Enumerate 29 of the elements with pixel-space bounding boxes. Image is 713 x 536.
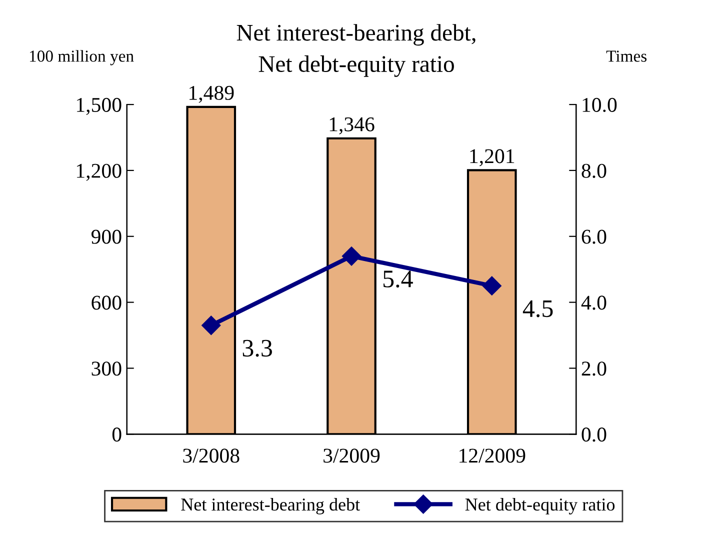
x-tick-label: 3/2008 bbox=[183, 448, 240, 463]
data-label: 4.5 bbox=[522, 300, 553, 318]
y2-tick-label: 2.0 bbox=[582, 362, 606, 376]
y2-axis-title: Times bbox=[606, 50, 647, 62]
legend-label: Net interest-bearing debt bbox=[181, 498, 360, 514]
y2-tick-label: 6.0 bbox=[582, 230, 606, 244]
data-label: 1,201 bbox=[470, 149, 514, 166]
point bbox=[202, 316, 221, 335]
y2-tick-label: 8.0 bbox=[582, 164, 606, 178]
y-tick-label: 0 bbox=[112, 428, 122, 442]
legend-label: Net debt-equity ratio bbox=[465, 498, 615, 514]
data-label: 1,346 bbox=[330, 117, 374, 134]
point bbox=[342, 246, 362, 266]
y-tick-label: 900 bbox=[91, 230, 122, 244]
y2-tick-label: 0.0 bbox=[582, 428, 606, 442]
chart-title: Net interest-bearing debt, Net debt-equity ratio bbox=[236, 24, 476, 77]
y-tick-label: 1,500 bbox=[77, 98, 122, 115]
data-label: 3.3 bbox=[242, 340, 272, 357]
point bbox=[482, 276, 502, 296]
data-label: 5.4 bbox=[384, 270, 413, 288]
x-tick-label: 3/2009 bbox=[324, 448, 380, 463]
y2-tick-label: 10.0 bbox=[582, 98, 617, 112]
data-label: 1,489 bbox=[190, 86, 234, 103]
x-tick-label: 12/2009 bbox=[460, 448, 526, 463]
y-axis-title: 100 million yen bbox=[30, 50, 134, 66]
y-tick-label: 300 bbox=[92, 362, 122, 376]
y-tick-label: 600 bbox=[92, 296, 122, 310]
y-tick-label: 1,200 bbox=[77, 164, 122, 181]
y2-tick-label: 4.0 bbox=[581, 296, 606, 310]
